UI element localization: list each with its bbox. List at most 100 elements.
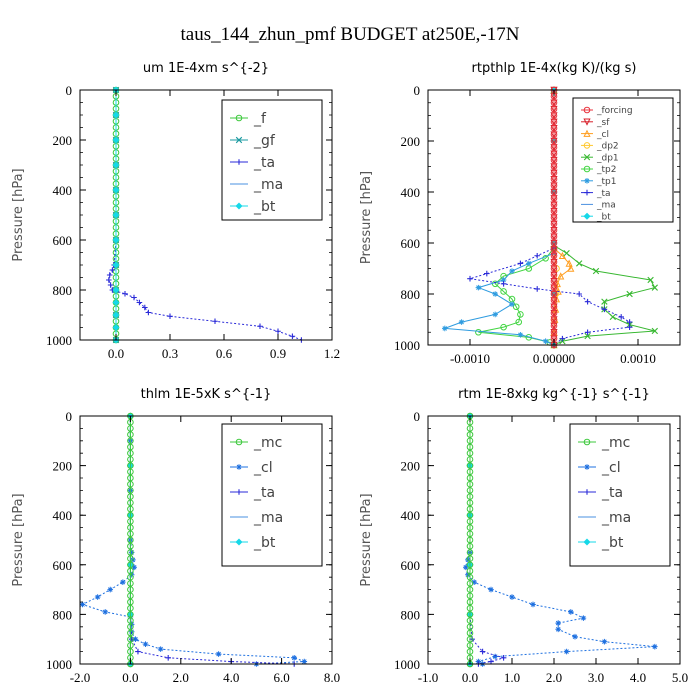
data-point	[601, 306, 608, 313]
legend-label: _ma	[253, 510, 283, 526]
legend-marker	[583, 106, 591, 114]
data-point	[534, 286, 540, 292]
data-point	[526, 260, 532, 267]
legend-label: _mc	[601, 435, 630, 451]
legend-marker	[583, 118, 591, 126]
data-point	[127, 462, 134, 469]
legend-label: _bt	[596, 212, 611, 222]
data-point	[475, 284, 482, 291]
data-point	[550, 188, 558, 196]
data-point	[500, 323, 507, 331]
data-point	[651, 327, 658, 335]
data-point	[466, 642, 474, 649]
x-tick-label: -2.0	[70, 670, 91, 685]
data-point	[550, 169, 558, 177]
data-point	[463, 564, 469, 571]
data-point	[609, 313, 616, 321]
data-point	[127, 598, 134, 606]
legend-marker	[235, 538, 243, 546]
data-point	[550, 265, 558, 272]
data-point	[550, 328, 558, 336]
data-point	[550, 252, 558, 260]
data-point	[466, 617, 474, 624]
data-point	[112, 111, 120, 119]
legend-box	[572, 97, 674, 223]
data-point	[550, 150, 558, 158]
data-point	[550, 322, 558, 330]
data-point	[127, 604, 134, 612]
data-point	[165, 655, 171, 661]
data-point	[550, 137, 558, 145]
data-point	[301, 658, 308, 665]
data-point	[652, 643, 658, 650]
data-point	[289, 333, 296, 340]
data-point	[466, 518, 474, 525]
subplot-3: thlm 1E-5xK s^{-1} Pressure [hPa] -2.0 0.0 2…	[11, 387, 340, 685]
data-point	[492, 311, 498, 318]
x-tick-label: 0.6	[216, 346, 233, 361]
y-tick-label: 0	[414, 409, 421, 424]
y-tick-label: 1000	[394, 338, 420, 353]
y-tick-label: 200	[401, 134, 421, 149]
legend-marker	[584, 178, 590, 184]
data-point	[550, 112, 558, 119]
data-point	[127, 449, 134, 457]
data-point	[127, 425, 134, 432]
x-tick-label: 4.0	[223, 670, 239, 685]
legend-label: _mc	[253, 435, 282, 451]
data-point	[550, 118, 558, 126]
series-tp2	[475, 86, 558, 349]
data-point	[112, 211, 120, 219]
data-point	[479, 648, 486, 655]
data-point	[127, 623, 134, 631]
subplot-4: rtm 1E-8xkg kg^{-1} s^{-1} Pressure [hPa]…	[359, 387, 688, 685]
data-point	[618, 314, 624, 320]
data-point	[112, 323, 120, 332]
data-point	[127, 586, 134, 593]
data-point	[466, 536, 474, 544]
legend-label: _sf	[596, 118, 610, 128]
data-point	[127, 493, 134, 500]
data-point	[517, 332, 524, 338]
series-line	[478, 90, 555, 346]
data-point	[550, 297, 558, 304]
legend: _f _gf _ta _ma _bt	[221, 99, 323, 221]
legend-label: _ta	[601, 485, 623, 501]
subplot-title: rtm 1E-8xkg kg^{-1} s^{-1}	[458, 387, 650, 402]
data-point	[550, 182, 558, 189]
data-point	[127, 549, 134, 556]
data-point	[466, 474, 474, 482]
data-point	[127, 431, 134, 438]
data-point	[215, 651, 222, 657]
data-point	[563, 250, 570, 257]
data-point	[550, 105, 558, 113]
data-point	[458, 319, 465, 325]
data-point	[492, 291, 498, 297]
x-tick-label: 6.0	[273, 670, 289, 685]
data-point	[550, 277, 558, 285]
data-point	[626, 290, 633, 298]
data-point	[563, 648, 570, 655]
series-line	[469, 416, 506, 665]
data-point	[128, 549, 135, 556]
data-point	[550, 207, 558, 215]
subplot-2: rtpthlp 1E-4x(kg K)/(kg s) Pressure [hPa]…	[359, 61, 681, 366]
y-tick-label: 600	[53, 233, 73, 248]
data-point	[466, 567, 474, 575]
data-point	[112, 261, 120, 269]
data-point	[127, 629, 134, 637]
legend-label: _forcing	[596, 106, 633, 116]
data-point	[112, 136, 120, 144]
data-point	[112, 161, 120, 169]
data-point	[127, 635, 134, 643]
data-point	[466, 592, 474, 600]
data-point	[112, 311, 120, 319]
legend-label: _cl	[596, 130, 609, 140]
legend-marker	[584, 464, 590, 470]
data-point	[128, 628, 135, 635]
data-point	[542, 254, 549, 262]
data-point	[442, 325, 448, 332]
data-point	[601, 638, 608, 645]
data-point	[127, 542, 134, 550]
